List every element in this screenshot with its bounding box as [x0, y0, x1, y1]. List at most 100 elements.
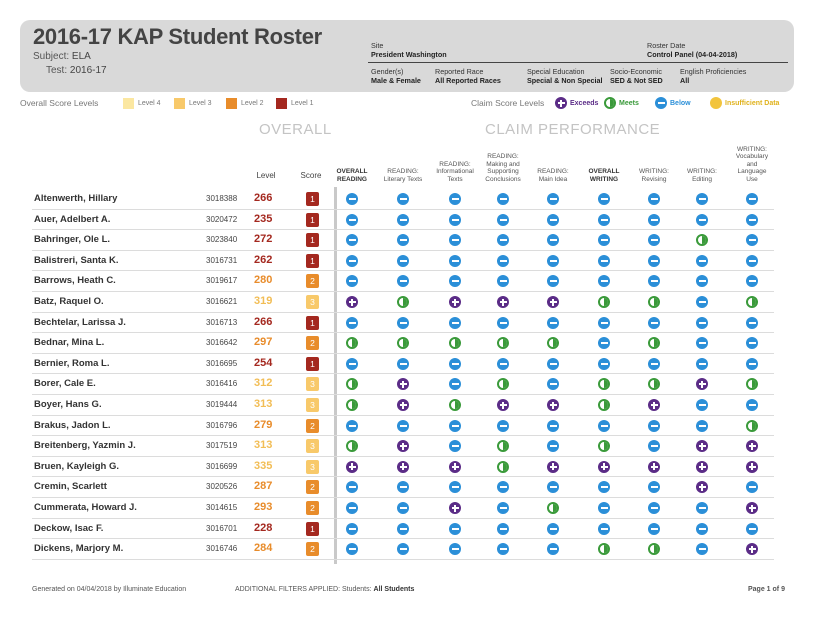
- table-row[interactable]: Cummerata, Howard J. 3014615 293 2: [32, 498, 772, 519]
- claim-column-header-line: WRITING:: [639, 168, 669, 175]
- table-row[interactable]: Bahringer, Ole L. 3023840 272 1: [32, 230, 772, 251]
- student-name[interactable]: Deckow, Isac F.: [34, 522, 104, 534]
- table-row[interactable]: Auer, Adelbert A. 3020472 235 1: [32, 210, 772, 231]
- below-icon: [397, 254, 409, 267]
- overall-score: 262: [254, 253, 273, 266]
- level-badge: 2: [306, 336, 319, 351]
- level-1-swatch: [276, 97, 287, 109]
- student-name[interactable]: Bednar, Mina L.: [34, 337, 105, 349]
- below-icon: [746, 275, 758, 288]
- student-name[interactable]: Bechtelar, Larissa J.: [34, 316, 126, 328]
- level-badge: 3: [306, 398, 319, 412]
- table-row[interactable]: Balistreri, Santa K. 3016731 262 1: [32, 251, 772, 272]
- student-name[interactable]: Breitenberg, Yazmin J.: [34, 440, 136, 452]
- table-row[interactable]: Bruen, Kayleigh G. 3016699 335 3: [32, 457, 772, 478]
- below-icon: [346, 213, 358, 226]
- table-row[interactable]: Barrows, Heath C. 3019617 280 2: [32, 271, 772, 292]
- meets-icon: [648, 543, 660, 556]
- student-name[interactable]: Bernier, Roma L.: [34, 357, 110, 369]
- meets-icon: [346, 378, 358, 391]
- row-divider: [32, 352, 774, 354]
- below-icon: [449, 254, 461, 267]
- below-icon: [547, 522, 559, 535]
- meets-icon: [346, 440, 358, 453]
- below-icon: [648, 275, 660, 288]
- row-divider: [32, 414, 774, 416]
- row-divider: [32, 455, 774, 457]
- student-id: 3016695: [206, 358, 238, 368]
- meets-icon: [598, 296, 610, 308]
- overall-score: 266: [254, 192, 273, 204]
- student-name[interactable]: Barrows, Heath C.: [34, 275, 116, 287]
- student-name[interactable]: Auer, Adelbert A.: [34, 213, 111, 225]
- meets-icon: [696, 234, 708, 247]
- meets-icon: [648, 378, 660, 391]
- legend-insufficient: Insufficient Data: [710, 96, 779, 110]
- below-icon: [449, 419, 461, 432]
- below-icon: [397, 357, 409, 370]
- overall-score: 297: [254, 336, 273, 349]
- table-row[interactable]: Bechtelar, Larissa J. 3016713 266 1: [32, 313, 772, 334]
- page-indicator: Page 1 of 9: [748, 586, 785, 593]
- table-row[interactable]: Bernier, Roma L. 3016695 254 1: [32, 354, 772, 375]
- student-name[interactable]: Altenwerth, Hillary: [34, 193, 118, 204]
- legend-level-1: Level 1: [276, 96, 314, 110]
- row-divider: [32, 394, 774, 395]
- below-icon: [497, 481, 509, 494]
- report-title: 2016-17 KAP Student Roster: [33, 24, 322, 49]
- student-name[interactable]: Bahringer, Ole L.: [34, 234, 111, 246]
- table-row[interactable]: Brakus, Jadon L. 3016796 279 2: [32, 416, 772, 437]
- claim-column-header-line: Making and: [486, 160, 520, 168]
- below-icon: [346, 543, 358, 556]
- generated-note: Generated on 04/04/2018 by Illuminate Ed…: [32, 586, 187, 593]
- claim-section-title: CLAIM PERFORMANCE: [485, 121, 661, 138]
- student-id: 3016642: [206, 338, 238, 348]
- table-row[interactable]: Deckow, Isac F. 3016701 228 1: [32, 519, 772, 540]
- claim-column-header-line: READING:: [487, 153, 519, 160]
- student-name[interactable]: Cummerata, Howard J.: [34, 502, 137, 513]
- student-name[interactable]: Borer, Cale E.: [34, 378, 96, 390]
- claim-column-header-line: Main Idea: [538, 175, 568, 183]
- meets-icon: [746, 419, 758, 432]
- below-icon: [696, 419, 708, 432]
- overall-score: 313: [254, 398, 273, 410]
- claim-column-header: WRITING: Vocabulary and Language Use: [724, 146, 780, 184]
- meets-icon: [497, 460, 509, 473]
- legend-below: Below: [655, 96, 691, 110]
- table-row[interactable]: Dickens, Marjory M. 3016746 284 2: [32, 539, 772, 560]
- level-badge: 1: [306, 233, 319, 248]
- table-row[interactable]: Borer, Cale E. 3016416 312 3: [32, 374, 772, 395]
- table-row[interactable]: Cremin, Scarlett 3020526 287 2: [32, 477, 772, 498]
- table-row[interactable]: Altenwerth, Hillary 3018388 266 1: [32, 189, 772, 210]
- roster-date-label: Roster Date: [647, 41, 686, 50]
- legend-row: Overall Score Levels Level 4 Level 3 Lev…: [20, 96, 796, 110]
- below-icon: [397, 522, 409, 535]
- row-divider: [32, 538, 774, 540]
- below-icon: [449, 213, 461, 226]
- level-badge: 2: [306, 501, 319, 515]
- below-icon: [397, 213, 409, 226]
- below-icon: [397, 419, 409, 432]
- below-icon: [547, 481, 559, 494]
- overall-score: 313: [254, 439, 273, 452]
- level-badge: 1: [306, 521, 319, 536]
- legend-level-4: Level 4: [123, 96, 161, 110]
- student-name[interactable]: Balistreri, Santa K.: [34, 254, 119, 266]
- below-icon: [346, 316, 358, 329]
- student-name[interactable]: Cremin, Scarlett: [34, 481, 107, 493]
- below-icon: [449, 481, 461, 494]
- below-icon: [497, 419, 509, 432]
- table-row[interactable]: Bednar, Mina L. 3016642 297 2: [32, 333, 772, 354]
- below-icon: [746, 254, 758, 267]
- student-name[interactable]: Batz, Raquel O.: [34, 296, 104, 307]
- table-row[interactable]: Breitenberg, Yazmin J. 3017519 313 3: [32, 436, 772, 457]
- student-name[interactable]: Bruen, Kayleigh G.: [34, 460, 119, 472]
- level-badge: 1: [306, 315, 319, 330]
- student-name[interactable]: Brakus, Jadon L.: [34, 419, 111, 431]
- table-row[interactable]: Batz, Raquel O. 3016621 319 3: [32, 292, 772, 313]
- row-divider: [32, 208, 774, 210]
- table-row[interactable]: Boyer, Hans G. 3019444 313 3: [32, 395, 772, 416]
- claim-column-header: WRITING: Revising: [626, 168, 682, 183]
- student-name[interactable]: Boyer, Hans G.: [34, 399, 102, 410]
- student-name[interactable]: Dickens, Marjory M.: [34, 543, 124, 555]
